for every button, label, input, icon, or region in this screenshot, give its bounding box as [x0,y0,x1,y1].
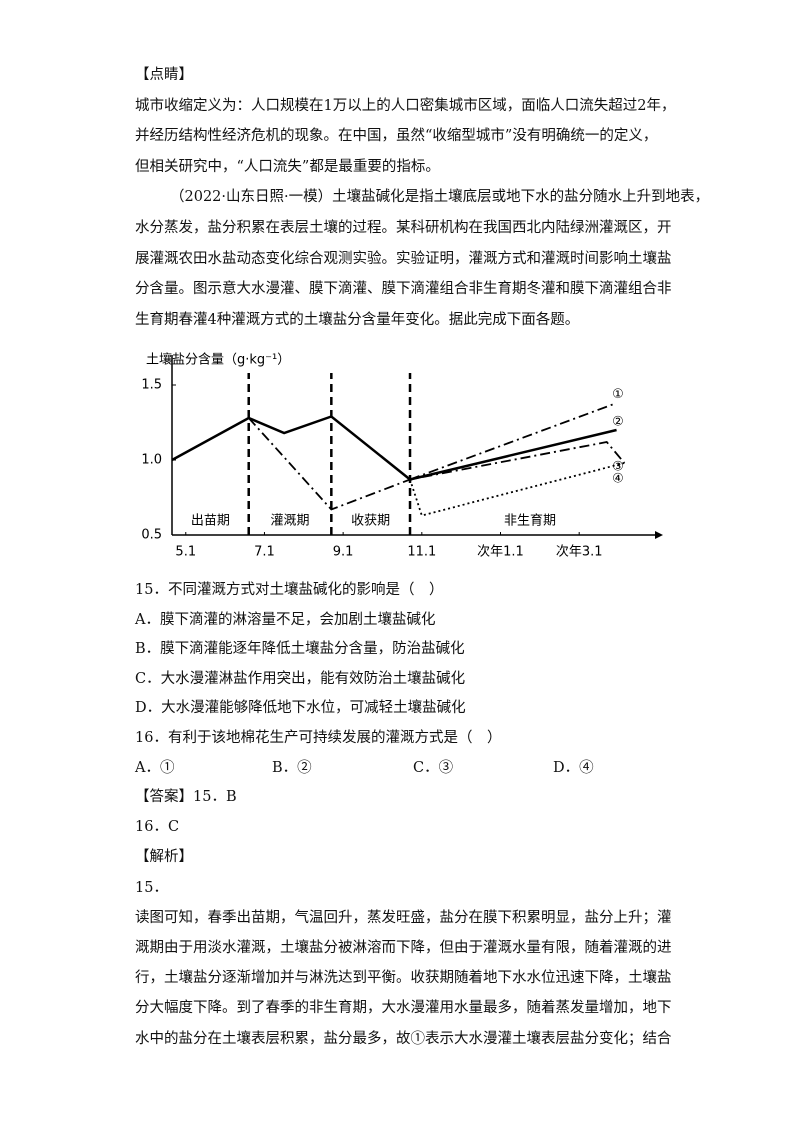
text-line: 16．有利于该地棉花生产可持续发展的灌溉方式是（ ） [135,730,502,746]
text-line: 【解析】 [135,849,193,866]
text-line: 读图可知，春季出苗期，气温回升，蒸发旺盛，盐分在膜下积累明显，盐分上升；灌 [135,909,672,926]
x-tick-label: 11.1 [407,545,436,560]
x-tick-label: 次年1.1 [477,544,524,560]
series-label: ④ [612,472,624,487]
series-line [248,417,626,511]
text-line: 生育期春灌4种灌溉方式的土壤盐分含量年变化。据此完成下面各题。 [135,311,580,328]
series-label: ② [612,415,624,430]
text-line: 行，土壤盐分逐渐增加并与淋洗达到平衡。收获期随着地下水水位迅速下降，土壤盐 [135,970,672,987]
x-tick-label: 7.1 [254,545,275,560]
stage-label: 出苗期 [191,514,230,529]
text-line: 分大幅度下降。到了春季的非生育期，大水漫灌用水量最多，随着蒸发量增加，地下 [135,1000,672,1017]
x-axis-arrow [655,531,663,539]
text-line: 水中的盐分在土壤表层积累，盐分最多，故①表示大水漫灌土壤表层盐分变化；结合 [135,1030,672,1047]
option: C．③ [413,760,454,776]
stage-label: 非生育期 [504,513,556,529]
series-line [171,415,617,481]
text-line: 【答案】15．B [135,789,237,805]
text-line: 16．C [135,819,180,836]
text-line: 水分蒸发，盐分积累在表层土壤的过程。某科研机构在我国西北内陆绿洲灌溉区，开 [135,220,672,236]
x-tick-label: 次年3.1 [556,544,603,560]
option: D．④ [553,760,594,776]
text-line: 15．不同灌溉方式对土壤盐碱化的影响是（ ） [135,582,444,598]
x-tick-label: 5.1 [175,545,196,560]
x-tick-label: 9.1 [333,545,354,560]
text-line: C．大水漫灌淋盐作用突出，能有效防治土壤盐碱化 [135,670,466,687]
y-tick-label: 1.0 [141,453,162,468]
text-line: 分含量。图示意大水漫灌、膜下滴灌、膜下滴灌组合非生育期冬灌和膜下滴灌组合非 [135,281,672,298]
option: B．② [272,760,312,776]
option: A．① [135,760,175,776]
text-line: 溉期由于用淡水灌溉，土壤盐分被淋溶而下降，但由于灌溉水量有限，随着灌溉的进 [135,940,672,956]
text-line: 并经历结构性经济危机的现象。在中国，虽然“收缩型城市”没有明确统一的定义， [135,128,658,145]
text-line: （2022·山东日照·一模）土壤盐碱化是指土壤底层或地下水的盐分随水上升到地表， [170,189,710,206]
chart: 土壤盐分含量（g·kg⁻¹） 0.5 1.0 1.5 5.1 7.1 9.1 11.1 次年1.… [141,352,663,560]
y-axis-title: 土壤盐分含量（g·kg⁻¹） [146,352,290,368]
text-line: 但相关研究中，“人口流失”都是最重要的指标。 [135,158,440,175]
stage-label: 收获期 [351,514,390,529]
text-line: 15． [135,879,168,896]
y-tick-label: 1.5 [141,378,162,393]
series-label: ① [612,387,624,402]
stage-label: 灌溉期 [271,514,310,529]
series-line [409,403,613,481]
text-line: A．膜下滴灌的淋溶量不足，会加剧土壤盐碱化 [135,611,436,628]
text-line: B．膜下滴灌能逐年降低土壤盐分含量，防治盐碱化 [135,641,465,658]
text-line: 城市收缩定义为：人口规模在1万以上的人口密集城市区域，面临人口流失超过2年， [135,97,676,114]
text-line: D．大水漫灌能够降低地下水位，可减轻土壤盐碱化 [135,700,466,717]
y-tick-label: 0.5 [141,528,162,543]
text-line: 展灌溉农田水盐动态变化综合观测实验。实验证明，灌溉方式和灌溉时间影响土壤盐 [135,250,672,267]
text-line: 【点睛】 [135,67,193,83]
series-label: ③ [612,460,624,475]
